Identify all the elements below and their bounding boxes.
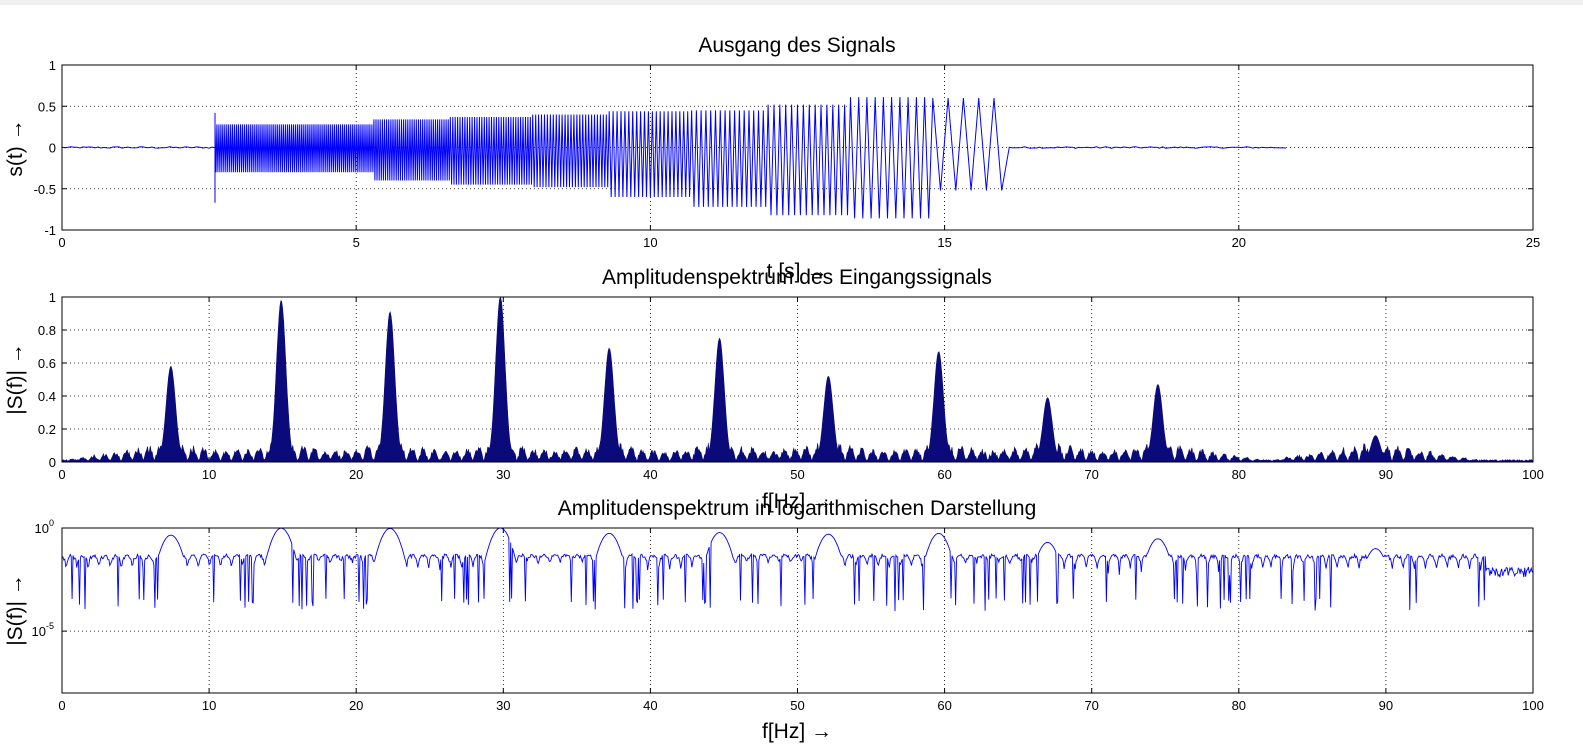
time-ylabel: s(t) → [4, 119, 27, 176]
time-signal-panel: 0 5 10 15 20 25 -1 -0.5 0 0.5 1 Ausgang des Signa… [4, 34, 1540, 283]
time-signal-series [61, 97, 1286, 219]
time-ytick-labels: -1 -0.5 0 0.5 1 [34, 58, 56, 238]
logspectrum-ytick-exp: -5 [46, 621, 54, 631]
spectrum-xtick-label: 80 [1232, 467, 1246, 482]
spectrum-ytick-label: 0.6 [38, 356, 56, 371]
spectrum-series [61, 296, 1534, 463]
time-plot-title: Ausgang des Signals [698, 34, 895, 57]
spectrum-xtick-labels: 0 10 20 30 40 50 60 70 80 90 100 [58, 467, 1543, 482]
time-xlabel: t [s] → [767, 260, 828, 283]
spectrum-plot-title: Amplitudenspektrum des Eingangssignals [602, 266, 992, 289]
spectrum-panel: 0 10 20 30 40 50 60 70 80 90 100 0 0.2 0.4 0.6 0.8 1 Am… [4, 266, 1544, 513]
time-ytick-label: 1 [49, 58, 56, 73]
log-ylabel: |S(f)| → [4, 574, 27, 646]
spectrum-xtick-label: 70 [1084, 467, 1098, 482]
logspectrum-xtick-label: 20 [349, 698, 363, 713]
spectrum-xtick-label: 90 [1379, 467, 1393, 482]
spectrum-ytick-label: 0 [49, 455, 56, 470]
spectrum-ytick-label: 0.4 [38, 389, 56, 404]
logspectrum-ytick-base: 10 [35, 521, 49, 536]
spectrum-xtick-label: 40 [643, 467, 657, 482]
log-spectrum-series [61, 527, 1534, 612]
time-xtick-label: 0 [58, 235, 65, 250]
logspectrum-xtick-label: 40 [643, 698, 657, 713]
spectrum-xtick-label: 0 [58, 467, 65, 482]
logspectrum-xtick-label: 60 [937, 698, 951, 713]
time-xtick-label: 25 [1526, 235, 1540, 250]
figure: 0 5 10 15 20 25 -1 -0.5 0 0.5 1 Ausgang des Signa… [0, 5, 1583, 749]
spectrum-ylabel: |S(f)| → [4, 343, 27, 415]
time-xtick-labels: 0 5 10 15 20 25 [58, 235, 1540, 250]
logspectrum-ytick-base: 10 [32, 624, 46, 639]
logspectrum-xtick-label: 50 [790, 698, 804, 713]
spectrum-ytick-label: 1 [49, 290, 56, 305]
time-xtick-label: 10 [643, 235, 657, 250]
log-xtick-labels: 0 10 20 30 40 50 60 70 80 90 100 [58, 698, 1543, 713]
logspectrum-ytick-exp: 0 [49, 518, 54, 528]
time-ytick-label: 0.5 [38, 99, 56, 114]
log-xlabel: f[Hz] → [762, 720, 832, 743]
spectrum-axes-frame [61, 296, 1534, 463]
spectrum-ytick-label: 0.2 [38, 422, 56, 437]
time-xtick-label: 15 [937, 235, 951, 250]
spectrum-xtick-label: 20 [349, 467, 363, 482]
log-axes-frame [61, 527, 1534, 694]
spectrum-ytick-label: 0.8 [38, 323, 56, 338]
logspectrum-ytick-label: 100 [35, 518, 54, 536]
spectrum-xlabel: f[Hz] → [762, 490, 832, 513]
logspectrum-xtick-label: 10 [202, 698, 216, 713]
time-xtick-label: 5 [353, 235, 360, 250]
spectrum-xtick-label: 60 [937, 467, 951, 482]
time-ytick-label: 0 [49, 141, 56, 156]
figure-canvas: 0 5 10 15 20 25 -1-0.500.51 Ausgang des Signa… [4, 34, 1544, 743]
time-ytick-label: -1 [44, 223, 56, 238]
logspectrum-xtick-label: 80 [1232, 698, 1246, 713]
logspectrum-xtick-label: 90 [1379, 698, 1393, 713]
logspectrum-ytick-label: 10-5 [32, 621, 54, 639]
logspectrum-xtick-label: 30 [496, 698, 510, 713]
logspectrum-xtick-label: 100 [1522, 698, 1544, 713]
log-plot-title: Amplitudenspektrum in logarithmischen Da… [558, 497, 1037, 520]
time-xtick-label: 20 [1232, 235, 1246, 250]
time-axes-frame [61, 64, 1534, 231]
spectrum-xtick-label: 30 [496, 467, 510, 482]
spectrum-ytick-labels: 0 0.2 0.4 0.6 0.8 1 [38, 290, 56, 470]
logspectrum-xtick-label: 70 [1084, 698, 1098, 713]
spectrum-xtick-label: 10 [202, 467, 216, 482]
logspectrum-xtick-label: 0 [58, 698, 65, 713]
time-ytick-label: -0.5 [34, 182, 56, 197]
spectrum-xtick-label: 50 [790, 467, 804, 482]
spectrum-xtick-label: 100 [1522, 467, 1544, 482]
spectrum-axes-box [61, 296, 1534, 463]
